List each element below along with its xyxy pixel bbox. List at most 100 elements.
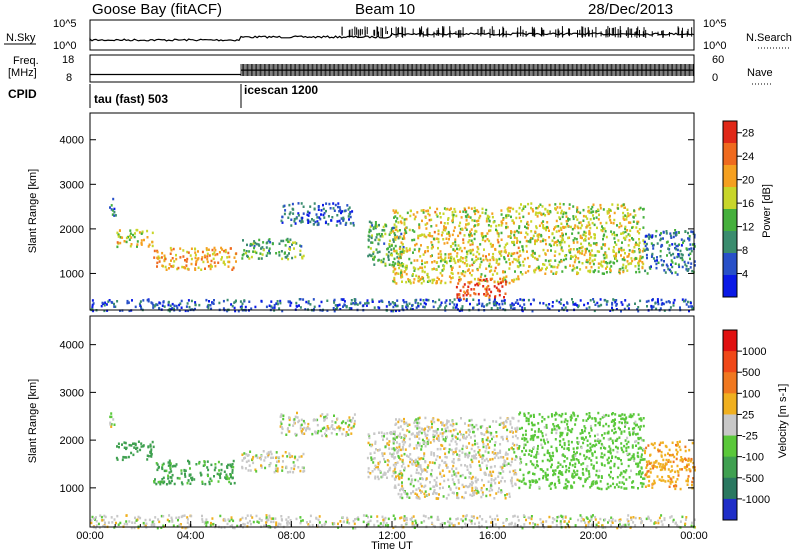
power-cell [307, 214, 310, 217]
power-cell [262, 241, 265, 244]
power-cell [395, 249, 398, 253]
power-cell [213, 246, 216, 250]
velocity-cell [353, 419, 356, 423]
power-cell [121, 309, 124, 312]
power-cell [393, 278, 396, 282]
velocity-cell [161, 478, 164, 481]
power-cell [469, 248, 472, 252]
power-cell [413, 230, 416, 233]
velocity-cell [433, 488, 436, 492]
velocity-cell [348, 416, 351, 419]
power-cell [508, 281, 511, 285]
power-cell [392, 265, 395, 269]
velocity-cell [260, 464, 262, 467]
power-cell [147, 245, 150, 248]
power-cell [152, 306, 155, 309]
power-cell [648, 237, 651, 240]
power-cell [650, 304, 653, 308]
power-cell [542, 238, 545, 241]
colorbar-segment [723, 231, 737, 254]
power-cell [427, 249, 429, 253]
power-cell [301, 216, 304, 220]
velocity-cell [321, 427, 324, 430]
freq-label-2: [MHz] [8, 67, 37, 79]
power-cell [645, 234, 648, 238]
velocity-cell [489, 493, 492, 497]
velocity-cell [331, 424, 334, 427]
velocity-cell [167, 477, 170, 480]
velocity-cell [377, 462, 380, 466]
power-cell [555, 299, 558, 303]
velocity-cell [546, 451, 549, 455]
velocity-cell [275, 467, 278, 470]
power-cell [392, 247, 395, 250]
power-cell [158, 301, 161, 304]
velocity-cell [231, 471, 234, 474]
velocity-cell [400, 487, 403, 491]
power-cell [382, 260, 385, 264]
power-cell [312, 223, 315, 226]
power-cell [423, 234, 426, 238]
power-cell [164, 265, 167, 269]
velocity-cell [420, 468, 423, 471]
power-cell [400, 241, 403, 244]
power-cell [451, 219, 454, 222]
power-cell [401, 280, 403, 283]
power-cell [477, 292, 480, 296]
power-cell [403, 300, 406, 304]
velocity-cell [536, 480, 539, 484]
power-cell [306, 210, 309, 213]
velocity-cell [446, 426, 449, 429]
velocity-cell [156, 463, 159, 466]
velocity-cell [391, 454, 394, 458]
power-cell [339, 208, 342, 212]
velocity-cell [370, 444, 373, 448]
velocity-cell [470, 477, 473, 480]
power-cell [589, 218, 592, 221]
power-cell [639, 299, 642, 303]
power-cell [464, 208, 467, 211]
power-cell [209, 265, 212, 268]
power-cell [143, 238, 145, 242]
velocity-cell [579, 477, 582, 481]
velocity-cell [519, 468, 522, 471]
power-cell [469, 302, 471, 306]
power-cell [413, 238, 416, 242]
velocity-cell [201, 480, 204, 484]
power-cell [670, 236, 673, 239]
power-cell [656, 242, 659, 245]
power-cell [687, 305, 690, 308]
power-cell [423, 270, 426, 274]
velocity-cell [374, 442, 377, 445]
velocity-cell [516, 426, 519, 430]
power-cell [576, 272, 578, 276]
power-cell [688, 309, 690, 313]
power-cell [622, 248, 625, 252]
velocity-cell [266, 452, 269, 455]
power-cell [436, 276, 439, 280]
power-cell [641, 261, 644, 264]
power-cell [391, 254, 393, 257]
power-cell [546, 221, 549, 224]
power-cell [578, 260, 581, 264]
power-cell [592, 262, 595, 266]
velocity-cell [612, 424, 615, 428]
power-cell [451, 276, 454, 279]
power-cell [610, 230, 613, 233]
power-cell [409, 214, 412, 218]
velocity-cell [429, 487, 432, 491]
power-cell [605, 303, 608, 306]
power-cell [194, 256, 197, 260]
velocity-cell [485, 427, 488, 431]
power-cell [523, 257, 526, 261]
velocity-cell [468, 471, 471, 474]
power-cell [634, 302, 636, 305]
colorbar-tick-label: 4 [742, 269, 748, 281]
power-cell [462, 210, 465, 213]
velocity-cell [342, 428, 345, 431]
velocity-cell [415, 444, 418, 447]
velocity-cell [293, 464, 296, 467]
power-cell [114, 305, 117, 308]
velocity-cell [325, 427, 328, 431]
power-cell [393, 236, 396, 239]
